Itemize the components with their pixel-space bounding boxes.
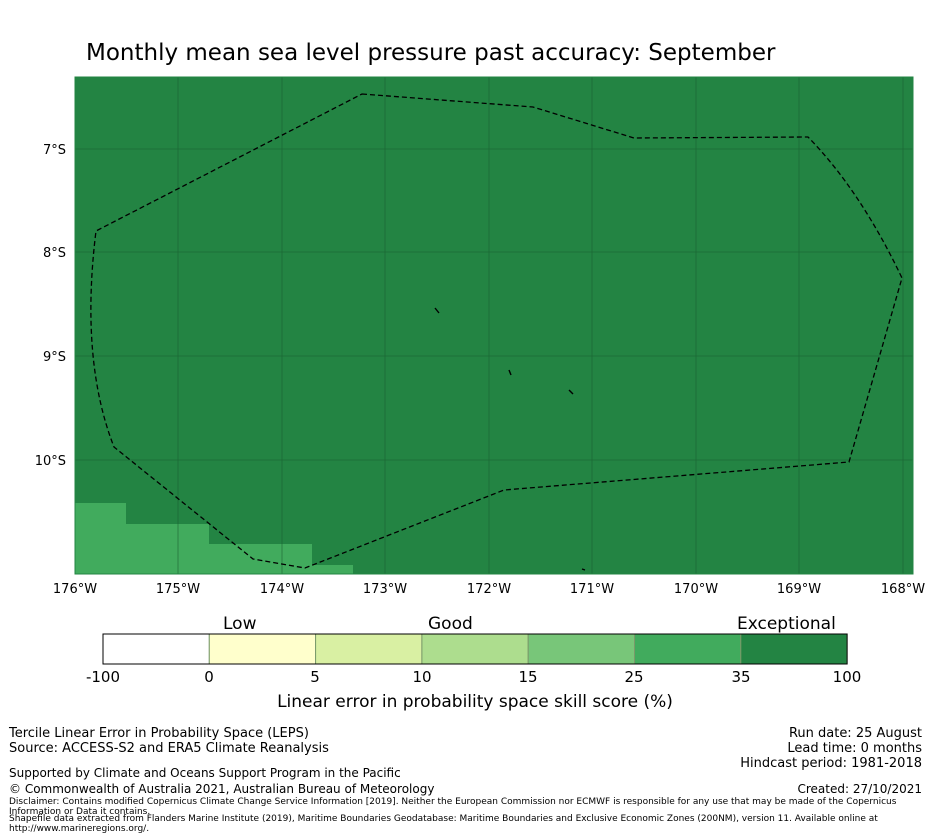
colorbar-tick: 25	[624, 668, 644, 686]
disclaimer-text: Disclaimer: Contains modified Copernicus…	[9, 797, 897, 817]
colorbar-title: Linear error in probability space skill …	[277, 692, 673, 712]
colorbar-tick: 15	[518, 668, 538, 686]
colorbar-segment	[315, 633, 423, 665]
island	[508, 369, 512, 376]
category-exceptional: Exceptional	[737, 614, 836, 634]
method-text: Tercile Linear Error in Probability Spac…	[9, 726, 309, 741]
colorbar-segment	[527, 633, 636, 665]
colorbar-tick: 35	[731, 668, 751, 686]
lower-skill-cell	[312, 565, 353, 574]
island	[434, 307, 440, 314]
colorbar-segment	[208, 633, 317, 665]
hindcast-period: Hindcast period: 1981-2018	[740, 756, 922, 771]
colorbar-tick: 10	[412, 668, 432, 686]
lon-tick-label: 174°W	[260, 582, 304, 597]
island	[568, 389, 574, 395]
map-frame	[74, 76, 914, 575]
island	[581, 568, 586, 571]
lat-tick-label: 10°S	[35, 454, 66, 469]
skill-background	[75, 77, 913, 574]
islands	[434, 307, 586, 571]
colorbar-tick: 5	[310, 668, 320, 686]
created-date: Created: 27/10/2021	[797, 782, 922, 796]
colorbar-segment	[421, 633, 529, 665]
lon-tick-label: 175°W	[156, 582, 200, 597]
lower-skill-cell	[209, 544, 312, 574]
eez-boundary	[90, 93, 903, 569]
lower-skill-patches	[75, 503, 353, 574]
colorbar-tick: 0	[204, 668, 214, 686]
colorbar	[102, 633, 848, 665]
lon-tick-label: 176°W	[53, 582, 97, 597]
lower-skill-cell	[75, 503, 126, 574]
run-date: Run date: 25 August	[788, 726, 922, 741]
lead-time: Lead time: 0 months	[787, 741, 922, 756]
lon-tick-label: 173°W	[363, 582, 407, 597]
supported-text: Supported by Climate and Oceans Support …	[9, 766, 401, 780]
lat-tick-label: 7°S	[43, 143, 66, 158]
colorbar-segment	[634, 633, 742, 665]
lat-tick-label: 8°S	[43, 246, 66, 261]
colorbar-tick: -100	[85, 668, 121, 686]
lon-tick-label: 168°W	[881, 582, 925, 597]
lat-tick-label: 9°S	[43, 350, 66, 365]
copyright-text: © Commonwealth of Australia 2021, Austra…	[9, 782, 435, 796]
lon-tick-label: 171°W	[570, 582, 614, 597]
lower-skill-cell	[126, 524, 209, 574]
longitude-labels: 176°W 175°W 174°W 173°W 172°W 171°W 170°W 169°W…	[53, 582, 925, 597]
colorbar-frame	[102, 633, 848, 665]
lon-tick-label: 170°W	[674, 582, 718, 597]
category-good: Good	[428, 614, 473, 634]
shapefile-text: Shapefile data extracted from Flanders M…	[9, 814, 878, 834]
category-low: Low	[223, 614, 257, 634]
source-text: Source: ACCESS-S2 and ERA5 Climate Reana…	[9, 741, 329, 756]
colorbar-segment	[740, 633, 848, 665]
colorbar-tick: 100	[832, 668, 862, 686]
colorbar-segment	[102, 633, 210, 665]
map-title: Monthly mean sea level pressure past acc…	[86, 40, 776, 66]
latitude-labels: 7°S 8°S 9°S 10°S	[35, 143, 66, 469]
lon-tick-label: 169°W	[777, 582, 821, 597]
lon-tick-label: 172°W	[467, 582, 511, 597]
